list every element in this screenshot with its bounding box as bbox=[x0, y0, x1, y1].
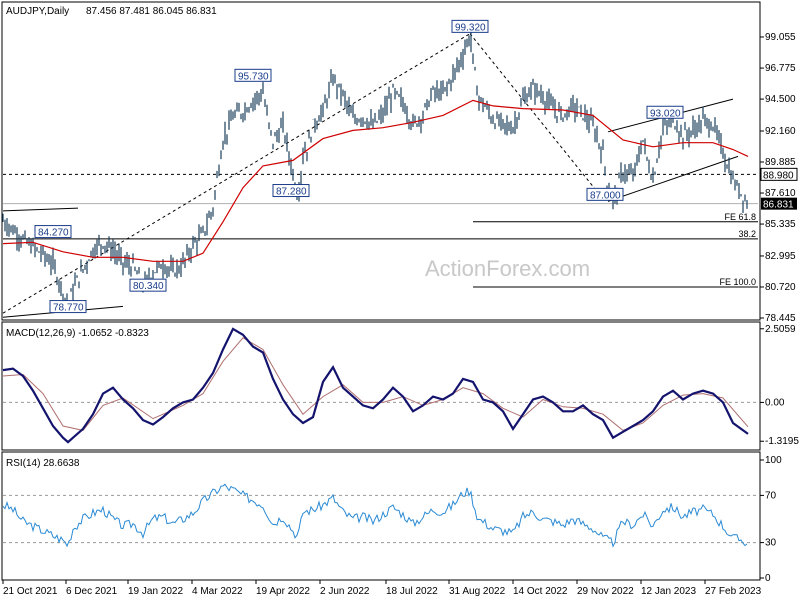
x-tick-label: 2 Jun 2022 bbox=[320, 586, 370, 597]
x-tick-label: 27 Feb 2023 bbox=[705, 586, 762, 597]
price-annotation-label: 95.730 bbox=[238, 71, 269, 82]
fib-level-label: FE 100.0 bbox=[719, 277, 756, 287]
macd-ytick-label: 0.00 bbox=[765, 397, 785, 408]
price-annotation-box bbox=[129, 278, 167, 292]
fib-level-label: 38.2 bbox=[738, 229, 756, 239]
fib-level-label: FE 61.8 bbox=[724, 212, 756, 222]
x-tick-label: 21 Oct 2021 bbox=[3, 586, 58, 597]
macd-ytick-label: -1.3195 bbox=[765, 436, 799, 447]
price-annotation-box bbox=[49, 300, 87, 314]
price-annotation-label: 99.320 bbox=[455, 22, 486, 33]
ohlc-readout: 87.456 87.481 86.045 86.831 bbox=[86, 6, 217, 17]
price-annotation-label: 93.020 bbox=[650, 108, 681, 119]
rsi-title: RSI(14) 28.6638 bbox=[6, 458, 80, 469]
macd-line bbox=[2, 327, 749, 444]
rsi-ytick-label: 70 bbox=[765, 490, 777, 501]
hline-label-box bbox=[760, 167, 798, 181]
current-price-box bbox=[761, 197, 797, 210]
price-annotation-label: 78.770 bbox=[53, 303, 84, 314]
price-ytick-label: 82.995 bbox=[765, 251, 796, 262]
price-ytick-label: 89.885 bbox=[765, 157, 796, 168]
rsi-ytick-label: 0 bbox=[765, 573, 771, 584]
x-tick-label: 12 Jan 2023 bbox=[641, 586, 696, 597]
price-ytick-label: 85.335 bbox=[765, 219, 796, 230]
price-annotation-box bbox=[272, 184, 310, 198]
watermark: ActionForex.com bbox=[425, 256, 590, 281]
rsi-ytick-label: 30 bbox=[765, 538, 777, 549]
x-tick-label: 18 Jul 2022 bbox=[386, 586, 438, 597]
price-annotation-label: 87.000 bbox=[590, 190, 621, 201]
price-ytick-label: 94.500 bbox=[765, 94, 796, 105]
macd-title: MACD(12,26,9) -1.0652 -0.8323 bbox=[6, 328, 149, 339]
rsi-ytick-label: 100 bbox=[765, 455, 782, 466]
x-tick-label: 4 Mar 2022 bbox=[192, 586, 243, 597]
macd-layer: 2.5059 0.00 -1.3195 bbox=[2, 324, 799, 447]
left-channel-top bbox=[2, 207, 79, 212]
price-annotation-label: 87.280 bbox=[276, 187, 307, 198]
price-annotation-box bbox=[234, 68, 272, 82]
price-ytick-label: 99.055 bbox=[765, 32, 796, 43]
rsi-panel-frame bbox=[1, 451, 761, 581]
hline-label: 88.980 bbox=[763, 170, 794, 181]
x-tick-label: 29 Nov 2022 bbox=[577, 586, 634, 597]
price-annotation-box bbox=[451, 19, 489, 33]
x-tick-label: 14 Oct 2022 bbox=[513, 586, 568, 597]
price-annotation-label: 84.270 bbox=[38, 228, 69, 239]
price-ytick-label: 87.610 bbox=[765, 188, 796, 199]
price-annotation-label: 80.340 bbox=[133, 281, 164, 292]
x-tick-label: 19 Apr 2022 bbox=[256, 586, 310, 597]
price-layer: 99.055 96.775 94.500 92.160 89.885 87.610 85.3… bbox=[2, 19, 798, 324]
current-price-label: 86.831 bbox=[763, 200, 794, 211]
price-ytick-label: 80.720 bbox=[765, 282, 796, 293]
x-tick-label: 31 Aug 2022 bbox=[449, 586, 506, 597]
macd-signal-line bbox=[2, 337, 749, 431]
price-panel-frame bbox=[1, 1, 761, 321]
x-tick-label: 19 Jan 2022 bbox=[128, 586, 183, 597]
axis-layer: 21 Oct 2021 6 Dec 2021 19 Jan 2022 4 Mar 20… bbox=[2, 580, 762, 597]
macd-panel-frame bbox=[1, 321, 761, 451]
macd-ytick-label: 2.5059 bbox=[765, 324, 796, 335]
rsi-line bbox=[2, 483, 748, 548]
x-tick-label: 6 Dec 2021 bbox=[66, 586, 118, 597]
price-chart-title: AUDJPY,Daily bbox=[6, 6, 69, 17]
price-ytick-label: 92.160 bbox=[765, 126, 796, 137]
right-channel-bottom bbox=[607, 155, 739, 202]
price-ytick-label: 96.775 bbox=[765, 63, 796, 74]
price-annotation-box bbox=[34, 225, 72, 239]
price-bars bbox=[2, 31, 748, 313]
sma-line bbox=[2, 99, 749, 262]
price-annotation-box bbox=[646, 105, 684, 119]
rsi-layer: 100 70 30 0 bbox=[2, 455, 782, 584]
price-annotation-box bbox=[586, 187, 624, 201]
price-ytick-label: 78.445 bbox=[765, 313, 796, 324]
